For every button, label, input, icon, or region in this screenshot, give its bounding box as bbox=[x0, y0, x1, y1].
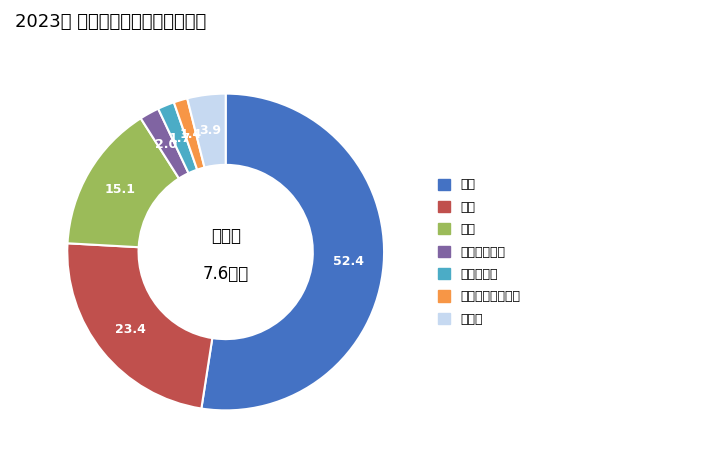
Text: 2.0: 2.0 bbox=[155, 138, 178, 151]
Wedge shape bbox=[158, 102, 197, 173]
Text: 15.1: 15.1 bbox=[104, 184, 135, 197]
Text: 23.4: 23.4 bbox=[115, 323, 146, 336]
Text: 総　額: 総 額 bbox=[210, 227, 241, 245]
Text: 1.4: 1.4 bbox=[180, 128, 202, 141]
Text: 3.9: 3.9 bbox=[199, 124, 221, 137]
Legend: 米国, 韓国, 台湾, シンガポール, カンボジア, アラブ首長国連邦, その他: 米国, 韓国, 台湾, シンガポール, カンボジア, アラブ首長国連邦, その他 bbox=[438, 178, 521, 326]
Text: 52.4: 52.4 bbox=[333, 255, 363, 268]
Wedge shape bbox=[68, 118, 179, 247]
Wedge shape bbox=[187, 94, 226, 167]
Text: 1.7: 1.7 bbox=[168, 132, 191, 145]
Wedge shape bbox=[202, 94, 384, 410]
Text: 2023年 輸出相手国のシェア（％）: 2023年 輸出相手国のシェア（％） bbox=[15, 14, 206, 32]
Wedge shape bbox=[67, 243, 213, 409]
Wedge shape bbox=[174, 99, 205, 170]
Text: 7.6億円: 7.6億円 bbox=[202, 265, 249, 283]
Wedge shape bbox=[141, 109, 189, 179]
